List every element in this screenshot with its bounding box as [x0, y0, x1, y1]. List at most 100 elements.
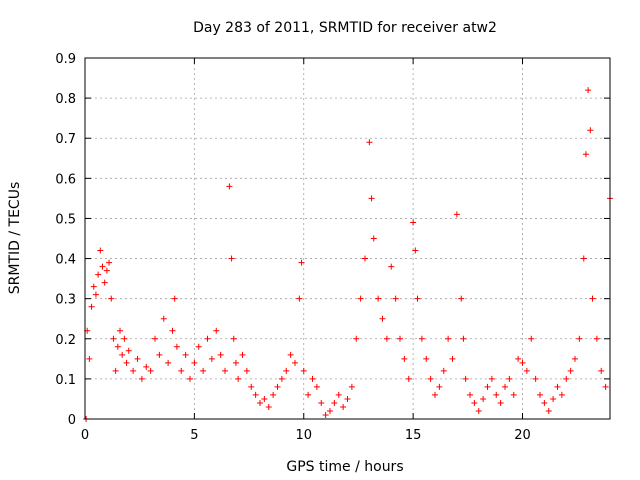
y-axis-title: SRMTID / TECUs: [7, 182, 23, 295]
data-point: [252, 391, 259, 398]
data-point: [418, 335, 425, 342]
data-point: [97, 247, 104, 254]
data-point: [357, 295, 364, 302]
x-tick-label: 20: [514, 428, 531, 443]
data-point: [460, 335, 467, 342]
data-point: [480, 395, 487, 402]
data-point: [362, 255, 368, 262]
data-point: [427, 375, 434, 382]
data-point: [582, 151, 589, 158]
data-point: [432, 391, 438, 398]
data-point: [117, 327, 123, 334]
data-point: [226, 183, 233, 190]
data-point: [335, 391, 342, 398]
data-point: [412, 247, 419, 254]
data-point: [230, 335, 237, 342]
data-point: [217, 351, 224, 358]
data-point: [208, 355, 215, 362]
data-point: [462, 375, 469, 382]
data-point: [143, 363, 150, 370]
data-point: [502, 383, 508, 390]
x-tick-labels: 0 5 10 15 20: [81, 428, 531, 443]
axis-ticks: [84, 57, 610, 420]
x-tick-label: 5: [190, 428, 198, 443]
data-point: [506, 375, 513, 382]
y-tick-labels: 0 0.1 0.2 0.3 0.4 0.5 0.6 0.7 0.8 0.9: [55, 52, 76, 428]
data-point: [397, 335, 403, 342]
data-point: [270, 391, 277, 398]
x-tick-label: 0: [81, 428, 89, 443]
x-tick-label: 15: [405, 428, 422, 443]
data-point: [261, 395, 268, 402]
data-point: [550, 395, 557, 402]
data-point: [187, 375, 193, 382]
y-tick-label: 0.4: [55, 253, 76, 268]
y-tick-label: 0.5: [55, 212, 76, 227]
data-point: [152, 335, 158, 342]
plot-border: [84, 57, 611, 420]
data-point: [445, 335, 452, 342]
data-point: [458, 295, 465, 302]
x-axis-title: GPS time / hours: [286, 459, 403, 475]
data-point: [436, 383, 443, 390]
data-point: [287, 351, 294, 358]
data-point: [182, 351, 189, 358]
data-point: [567, 367, 574, 374]
data-point: [110, 335, 117, 342]
y-tick-label: 0.1: [55, 373, 76, 388]
data-point: [106, 259, 113, 266]
data-point: [235, 375, 242, 382]
data-point: [414, 295, 421, 302]
data-point: [147, 367, 154, 374]
y-tick-label: 0.9: [55, 52, 76, 67]
data-point: [92, 291, 99, 298]
data-point: [554, 383, 561, 390]
data-point: [541, 399, 548, 406]
data-point: [95, 271, 102, 278]
data-point: [305, 391, 312, 398]
data-point: [274, 383, 281, 390]
x-tick-label: 10: [295, 428, 312, 443]
data-point: [160, 315, 167, 322]
data-point: [340, 403, 347, 410]
data-point: [200, 367, 207, 374]
data-point: [510, 391, 517, 398]
data-point: [580, 255, 587, 262]
y-tick-label: 0.2: [55, 333, 76, 348]
data-point: [99, 263, 106, 270]
data-point: [558, 391, 565, 398]
data-point: [449, 355, 456, 362]
data-point: [545, 407, 552, 414]
data-point: [278, 375, 285, 382]
data-point: [587, 127, 594, 134]
data-point: [388, 263, 395, 270]
data-point: [348, 383, 355, 390]
data-point: [392, 295, 399, 302]
data-point: [265, 403, 272, 410]
data-point: [327, 407, 333, 414]
data-point: [112, 367, 119, 374]
data-point: [248, 383, 255, 390]
data-point: [322, 411, 329, 418]
y-tick-label: 0: [68, 413, 76, 428]
data-point: [467, 391, 473, 398]
data-point: [375, 295, 382, 302]
data-points: [83, 87, 613, 422]
data-point: [379, 315, 386, 322]
data-point: [370, 235, 377, 242]
data-point: [602, 383, 609, 390]
data-point: [173, 343, 180, 350]
data-point: [125, 347, 132, 354]
data-point: [589, 295, 596, 302]
data-point: [232, 359, 239, 366]
data-point: [86, 355, 93, 362]
data-point: [156, 351, 163, 358]
data-point: [283, 367, 290, 374]
data-point: [195, 343, 202, 350]
data-point: [108, 295, 115, 302]
chart-title: Day 283 of 2011, SRMTID for receiver atw…: [193, 20, 497, 36]
data-point: [532, 375, 539, 382]
data-point: [537, 391, 543, 398]
